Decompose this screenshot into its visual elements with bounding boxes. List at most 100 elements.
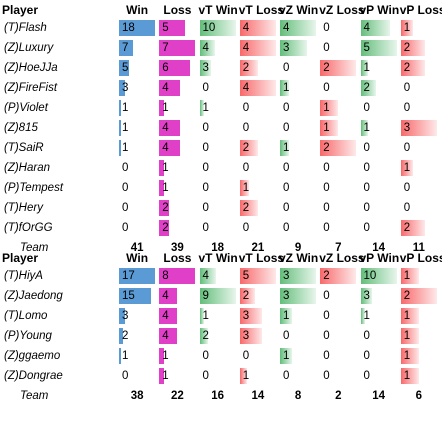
data-bar-loss: [159, 120, 181, 136]
data-bar-loss: [159, 160, 165, 176]
data-bar-vloss: [400, 160, 413, 176]
data-bar-win: [119, 80, 125, 96]
stat-value: 0: [323, 370, 330, 382]
data-bar-vloss: [400, 120, 437, 136]
stat-value: 1: [122, 122, 129, 134]
stat-value: 0: [323, 310, 330, 322]
column-header-vt-loss: vT Loss: [238, 251, 285, 265]
stat-value: 1: [363, 62, 370, 74]
stat-value: 0: [283, 370, 290, 382]
stat-value: 0: [323, 350, 330, 362]
team-total-value: 38: [130, 390, 144, 402]
stat-value: 0: [323, 182, 330, 194]
stat-value: 0: [283, 182, 290, 194]
stat-value: 0: [283, 122, 290, 134]
stat-value: 5: [363, 42, 370, 54]
stat-value: 4: [202, 270, 209, 282]
team-totals-row: Team 41 39 18 21 9 7 14 11: [0, 238, 442, 258]
stat-value: 0: [283, 62, 290, 74]
stat-value: 5: [122, 62, 129, 74]
data-bar-loss: [159, 288, 178, 304]
stat-value: 4: [283, 22, 290, 34]
player-row: (Z)Jaedong 15 4 9 2 3 0 3 2: [0, 286, 442, 306]
data-bar-win: [119, 288, 151, 304]
stat-value: 1: [283, 82, 290, 94]
data-bar-vwin: [199, 288, 236, 304]
stat-value: 4: [242, 22, 250, 34]
player-column-header: Player: [2, 251, 39, 265]
data-bar-vwin: [199, 100, 204, 116]
data-bar-vwin: [280, 20, 316, 36]
data-bar-win: [119, 20, 155, 36]
stat-value: 0: [363, 202, 370, 214]
stat-value: 15: [122, 290, 135, 302]
player-name: (P)Tempest: [4, 182, 64, 194]
stat-value: 10: [363, 270, 377, 282]
stat-value: 1: [162, 350, 169, 362]
column-header-vt-win: vT Win: [198, 251, 238, 265]
stat-value: 0: [403, 82, 411, 94]
data-bar-win: [119, 40, 133, 56]
player-row: (P)Tempest 0 1 0 1 0 0 0 0: [0, 178, 442, 198]
data-bar-win: [119, 308, 125, 324]
stat-value: 9: [202, 290, 209, 302]
stat-value: 4: [162, 310, 169, 322]
column-header-vz-loss: vZ Loss: [319, 251, 365, 265]
data-bar-loss: [159, 200, 170, 216]
data-bar-win: [119, 100, 121, 116]
stat-value: 2: [242, 142, 250, 154]
data-bar-vloss: [239, 180, 249, 196]
team-total-value: 8: [294, 390, 302, 402]
stat-value: 2: [162, 222, 169, 234]
stat-value: 4: [162, 290, 169, 302]
stat-value: 1: [323, 122, 330, 134]
team-label: Team: [20, 390, 49, 402]
stat-value: 0: [202, 122, 209, 134]
stat-value: 0: [242, 350, 250, 362]
data-bar-vwin: [199, 60, 211, 76]
stat-value: 0: [202, 182, 209, 194]
stat-value: 17: [122, 270, 135, 282]
team-totals-row: Team 38 22 16 14 8 2 14 6: [0, 386, 442, 406]
stat-value: 0: [122, 202, 129, 214]
stat-value: 1: [283, 350, 290, 362]
data-bar-vwin: [199, 308, 204, 324]
player-name: (Z)Haran: [4, 162, 51, 174]
player-column-header: Player: [2, 3, 39, 17]
stat-value: 2: [403, 42, 411, 54]
player-row: (Z)HoeJJa 5 6 3 2 0 2 1 2: [0, 58, 442, 78]
stat-value: 5: [242, 270, 250, 282]
data-bar-vloss: [400, 40, 425, 56]
column-header-vz-win: vZ Win: [279, 3, 319, 17]
stat-value: 2: [242, 62, 250, 74]
player-name: (Z)Dongrae: [4, 370, 63, 382]
data-bar-win: [119, 328, 123, 344]
player-row: (Z)FireFist 3 4 0 4 1 0 2 0: [0, 78, 442, 98]
stat-value: 0: [283, 330, 290, 342]
stat-value: 18: [122, 22, 135, 34]
stat-value: 1: [403, 330, 411, 342]
column-header-vp-loss: vP Loss: [399, 251, 442, 265]
player-row: (Z)Dongrae 0 1 0 1 0 0 0 1: [0, 366, 442, 386]
stat-value: 3: [122, 82, 129, 94]
data-bar-loss: [159, 180, 165, 196]
data-bar-vwin: [199, 268, 216, 284]
stat-value: 0: [363, 182, 370, 194]
data-bar-vwin: [360, 20, 390, 36]
stat-value: 2: [403, 290, 411, 302]
data-bar-vwin: [360, 288, 372, 304]
stat-value: 1: [403, 310, 411, 322]
data-bar-vwin: [360, 40, 397, 56]
data-bar-loss: [159, 100, 165, 116]
player-row: (P)Violet 1 1 1 0 0 1 0 0: [0, 98, 442, 118]
data-bar-vwin: [360, 60, 368, 76]
team-total-value: 7: [335, 242, 342, 254]
stat-value: 1: [363, 122, 370, 134]
stat-value: 0: [202, 370, 209, 382]
stat-value: 2: [323, 142, 330, 154]
stat-value: 0: [122, 370, 129, 382]
team-total-value: 14: [372, 242, 386, 254]
data-bar-vwin: [280, 348, 292, 364]
stat-value: 0: [242, 102, 250, 114]
stat-value: 0: [403, 102, 411, 114]
